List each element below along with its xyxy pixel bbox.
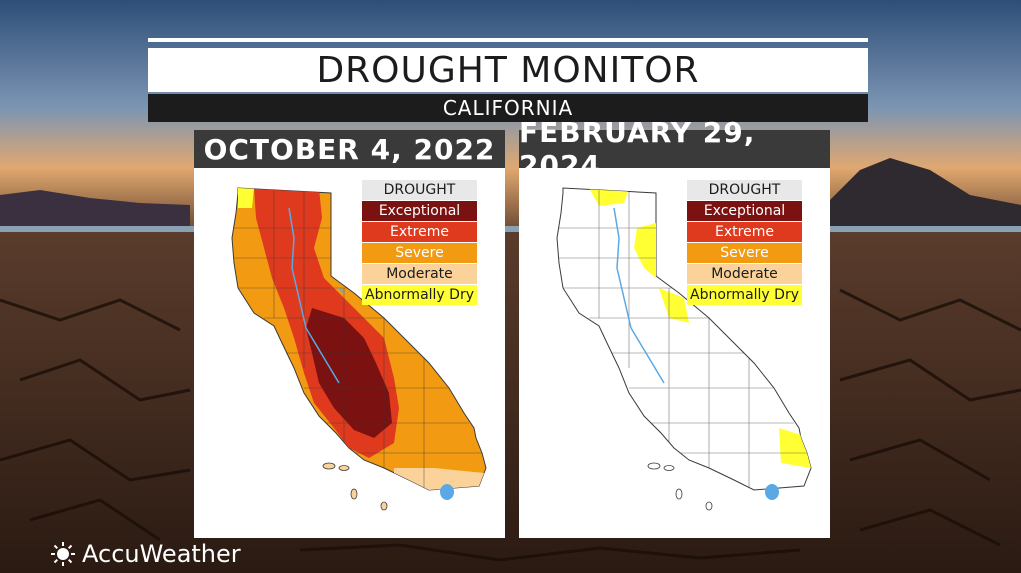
legend-severe: Severe <box>687 243 802 263</box>
panel-2022: OCTOBER 4, 2022 <box>194 130 505 538</box>
california-map-2022 <box>231 187 487 511</box>
exceptional-area <box>306 308 392 438</box>
abnormally-dry-area <box>238 188 254 208</box>
panel-date: FEBRUARY 29, 2024 <box>519 116 830 182</box>
legend-heading: DROUGHT <box>362 180 477 200</box>
state-outline <box>556 187 812 491</box>
title-divider <box>148 38 868 42</box>
page-title: DROUGHT MONITOR <box>148 48 868 92</box>
legend-exceptional: Exceptional <box>687 201 802 221</box>
legend-extreme: Extreme <box>362 222 477 242</box>
accuweather-logo: AccuWeather <box>50 540 241 568</box>
abnormally-dry-area-sierra <box>659 288 689 323</box>
legend-exceptional: Exceptional <box>362 201 477 221</box>
legend-moderate: Moderate <box>362 264 477 284</box>
title-block: DROUGHT MONITOR CALIFORNIA <box>148 38 868 122</box>
legend-severe: Severe <box>362 243 477 263</box>
sun-icon <box>51 542 75 566</box>
legend-abnormally-dry: Abnormally Dry <box>362 285 477 305</box>
page-subtitle: CALIFORNIA <box>148 94 868 122</box>
legend-2022: DROUGHT Exceptional Extreme Severe Moder… <box>362 180 477 306</box>
abnormally-dry-area-east <box>634 223 656 278</box>
panel-2024: FEBRUARY 29, 2024 <box>519 116 830 538</box>
abnormally-dry-area-southeast <box>779 428 811 468</box>
legend-extreme: Extreme <box>687 222 802 242</box>
brand-name: AccuWeather <box>82 540 241 568</box>
legend-heading: DROUGHT <box>687 180 802 200</box>
legend-moderate: Moderate <box>687 264 802 284</box>
legend-abnormally-dry: Abnormally Dry <box>687 285 802 305</box>
panel-date: OCTOBER 4, 2022 <box>194 130 505 168</box>
california-map-2024 <box>556 187 812 511</box>
drought-map-2024: DROUGHT Exceptional Extreme Severe Moder… <box>519 168 830 538</box>
drought-map-2022: DROUGHT Exceptional Extreme Severe Moder… <box>194 168 505 538</box>
legend-2024: DROUGHT Exceptional Extreme Severe Moder… <box>687 180 802 306</box>
